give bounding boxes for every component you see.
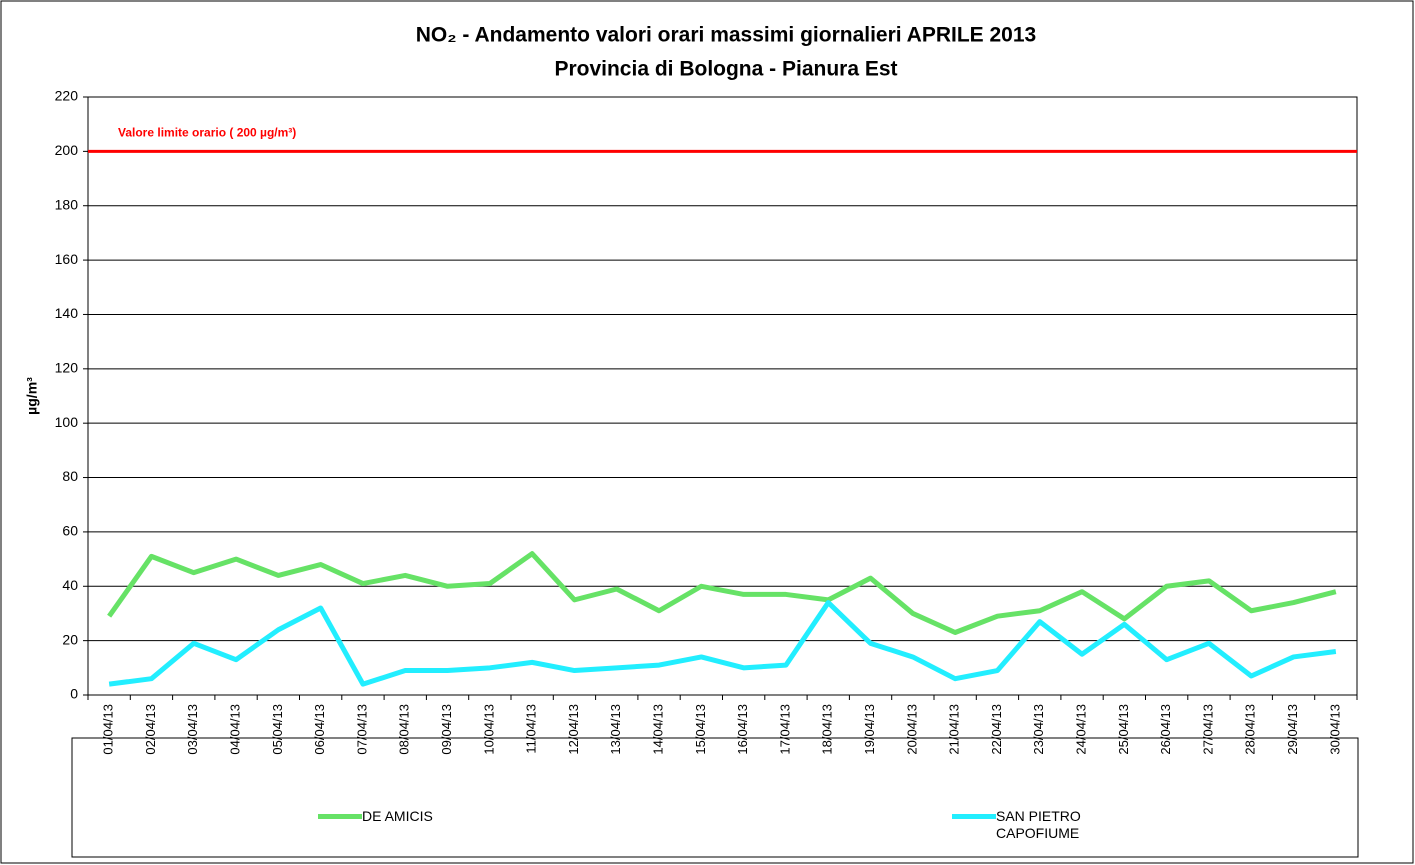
x-tick-label: 25/04/13 [1116,704,1131,755]
x-tick-label: 23/04/13 [1031,704,1046,755]
x-tick-label: 07/04/13 [354,704,369,755]
y-tick-label: 80 [62,468,78,484]
x-tick-label: 06/04/13 [312,704,327,755]
x-tick-label: 01/04/13 [101,704,116,755]
y-tick-label: 40 [62,577,78,593]
legend-label: SAN PIETRO CAPOFIUME [996,808,1081,841]
legend-swatch [952,814,996,819]
y-tick-label: 220 [55,88,79,104]
x-tick-label: 28/04/13 [1243,704,1258,755]
x-tick-label: 24/04/13 [1073,704,1088,755]
x-tick-label: 04/04/13 [227,704,242,755]
y-tick-label: 0 [70,686,78,702]
x-tick-label: 14/04/13 [650,704,665,755]
y-tick-label: 120 [55,360,79,376]
x-tick-label: 12/04/13 [566,704,581,755]
y-tick-label: 20 [62,631,78,647]
y-tick-label: 100 [55,414,79,430]
x-tick-label: 20/04/13 [904,704,919,755]
chart-title: NO₂ - Andamento valori orari massimi gio… [416,24,1036,47]
x-tick-label: 09/04/13 [439,704,454,755]
y-tick-label: 160 [55,251,79,267]
x-tick-label: 10/04/13 [481,704,496,755]
y-tick-label: 140 [55,305,79,321]
chart-subtitle: Provincia di Bologna - Pianura Est [554,58,897,81]
x-tick-label: 11/04/13 [524,704,539,754]
x-tick-label: 15/04/13 [693,704,708,755]
x-tick-label: 05/04/13 [270,704,285,755]
legend-label: DE AMICIS [362,808,433,824]
series-line [107,551,1337,635]
x-tick-label: 27/04/13 [1200,704,1215,755]
legend-entry: SAN PIETRO CAPOFIUME [952,808,1136,842]
x-tick-label: 21/04/13 [947,704,962,755]
y-axis-label: µg/m³ [24,377,40,415]
x-tick-label: 19/04/13 [862,704,877,755]
series-line [108,600,1337,687]
x-tick-label: 13/04/13 [608,704,623,755]
x-tick-label: 02/04/13 [143,704,158,755]
x-tick-label: 08/04/13 [397,704,412,755]
x-tick-label: 16/04/13 [735,704,750,755]
y-tick-label: 180 [55,196,79,212]
x-tick-label: 26/04/13 [1158,704,1173,755]
legend-box [71,737,1359,858]
limit-label: Valore limite orario ( 200 µg/m³) [118,126,296,140]
x-tick-label: 22/04/13 [989,704,1004,755]
y-tick-label: 200 [55,142,79,158]
legend-entry: DE AMICIS [318,808,502,825]
x-tick-label: 18/04/13 [820,704,835,755]
y-tick-label: 60 [62,523,78,539]
x-tick-label: 29/04/13 [1285,704,1300,755]
x-tick-label: 17/04/13 [777,704,792,755]
x-tick-label: 30/04/13 [1327,704,1342,755]
legend-swatch [318,814,362,819]
x-tick-label: 03/04/13 [185,704,200,755]
